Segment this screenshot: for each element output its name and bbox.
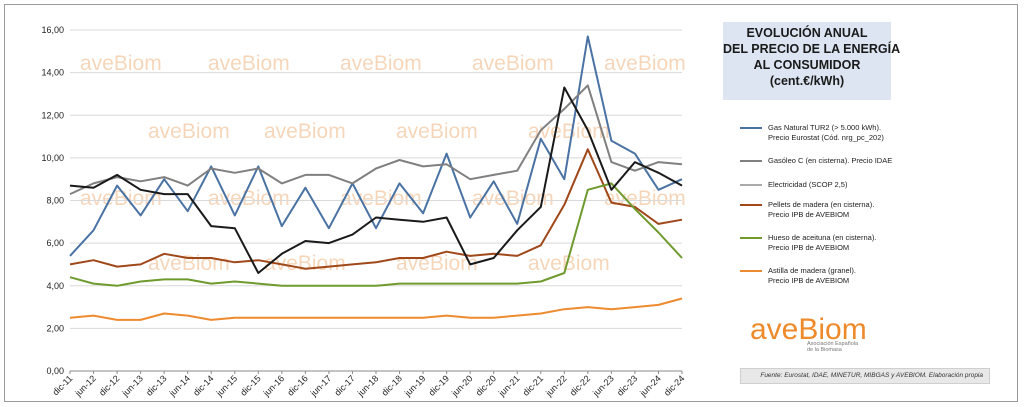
chart-frame [4,4,1018,402]
watermark-text: aveBiom [340,52,422,75]
legend-entry-gas-natural: Gas Natural TUR2 (> 5.000 kWh). Precio Eu… [740,123,930,143]
watermark-text: aveBiom [604,187,686,210]
x-tick-label: jun-19 [402,373,427,398]
y-tick-label: 2,00 [46,323,64,333]
legend-entry-astilla: Astilla de madera (granel). Precio IPB de… [740,266,930,286]
series-line-1 [69,84,683,196]
watermark-text: aveBiom [340,187,422,210]
watermark-text: aveBiom [264,252,346,275]
x-tick-label: jun-16 [261,373,286,398]
watermark-text: aveBiom [80,187,162,210]
x-tick-label: dic-23 [615,373,639,397]
x-tick-label: jun-17 [308,373,333,398]
title-line-1: EVOLUCIÓN ANUAL [746,26,868,40]
series-line-6 [69,86,683,274]
watermark-text: aveBiom [604,52,686,75]
avebiom-logo: aveBiom Asociación Española de la Biomas… [750,314,900,364]
x-tick-label: dic-24 [662,373,686,397]
watermark-text: aveBiom [472,52,554,75]
watermark-text: aveBiom [148,120,230,143]
x-tick-label: dic-14 [191,373,215,397]
watermark-text: aveBiom [472,187,554,210]
x-tick-label: dic-16 [285,373,309,397]
watermark-text: aveBiom [80,52,162,75]
source-note: Fuente: Eurostat, IDAE, MINETUR, MIBGAS … [740,368,990,384]
x-tick-label: dic-19 [427,373,451,397]
watermark-text: aveBiom [396,120,478,143]
chart-title: EVOLUCIÓN ANUAL DEL PRECIO DE LA ENERGÍA… [723,22,901,100]
x-tick-label: dic-17 [332,373,356,397]
watermark-text: aveBiom [208,187,290,210]
logo-text: aveBiom [750,313,867,346]
legend-entry-pellets: Pellets de madera (en cisterna). Precio I… [740,200,930,220]
series-line-4 [69,182,683,287]
x-tick-label: dic-21 [521,373,545,397]
x-tick-label: jun-20 [449,373,474,398]
logo-subtitle: Asociación Española de la Biomasa [807,341,859,353]
x-tick-label: jun-21 [496,373,521,398]
x-tick-label: jun-24 [637,373,662,398]
x-tick-label: dic-15 [238,373,262,397]
watermark-layer: aveBiom aveBiom aveBiom aveBiom aveBiom aveBi… [80,52,686,275]
legend-entry-hueso: Hueso de aceituna (en cisterna). Precio I… [740,233,930,253]
x-tick-label: jun-22 [543,373,568,398]
grid-lines [70,29,682,372]
watermark-text: aveBiom [264,120,346,143]
title-line-2: DEL PRECIO DE LA ENERGÍA [723,42,901,56]
series-line-5 [69,297,683,321]
watermark-text: aveBiom [528,252,610,275]
title-line-4: (cent.€/kWh) [769,74,845,88]
x-tick-label: dic-20 [474,373,498,397]
x-tick-label: jun-15 [214,373,239,398]
x-tick-label: jun-23 [590,373,615,398]
x-tick-label: dic-12 [97,373,121,397]
x-tick-label: jun-18 [355,373,380,398]
y-tick-label: 4,00 [46,281,64,291]
x-tick-label: jun-13 [120,373,145,398]
legend-entry-electricidad: Electricidad (SCOP 2,5) [740,180,930,190]
series-line-3 [69,148,683,270]
y-tick-label: 10,00 [41,153,64,163]
watermark-text: aveBiom [528,120,610,143]
x-tick-label: jun-12 [72,373,97,398]
x-tick-label: dic-18 [380,373,404,397]
x-tick-label: dic-11 [50,373,74,397]
series-line-0 [69,35,683,257]
title-line-3: AL CONSUMIDOR [753,58,861,72]
y-tick-label: 6,00 [46,238,64,248]
x-tick-label: dic-22 [568,373,592,397]
legend-entry-gasoleo: Gasóleo C (en cisterna). Precio IDAE [740,156,930,166]
watermark-text: aveBiom [208,52,290,75]
y-tick-label: 16,00 [41,25,64,35]
x-tick-label: dic-13 [144,373,168,397]
y-tick-label: 14,00 [41,68,64,78]
y-tick-label: 0,00 [46,366,64,376]
series-lines [69,35,683,321]
x-tick-label: jun-14 [167,373,192,398]
y-axis-ticks: 0,00 2,00 4,00 6,00 8,00 10,00 12,00 14,00 16,00 [41,25,64,376]
y-tick-label: 8,00 [46,196,64,206]
y-tick-label: 12,00 [41,110,64,120]
